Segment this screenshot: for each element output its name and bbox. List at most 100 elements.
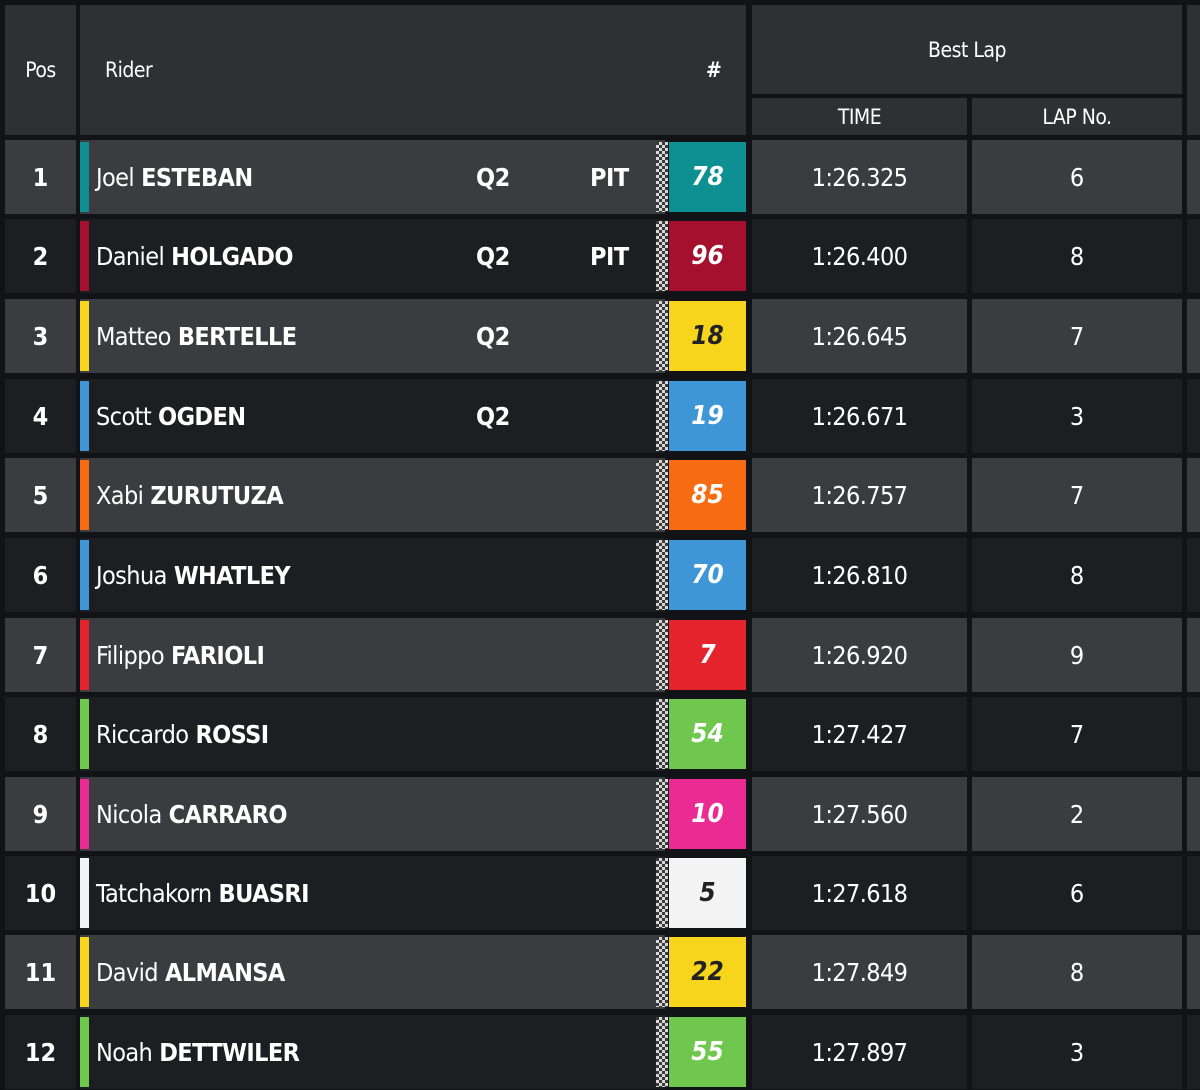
best-lap-number: 7	[1069, 480, 1085, 510]
checkered-flag-icon	[656, 221, 668, 291]
header-pos-label: Pos	[25, 58, 56, 82]
rider-name[interactable]: Nicola CARRARO	[96, 777, 287, 851]
rider-number-badge: 5	[669, 858, 746, 928]
best-lap-number: 6	[1069, 162, 1085, 192]
best-lap-number-cell: 8	[972, 219, 1182, 293]
position-value: 9	[32, 799, 49, 829]
position-cell: 12	[5, 1015, 76, 1089]
rider-cell: Nicola CARRARO	[80, 777, 665, 851]
table-row[interactable]: 8 Riccardo ROSSI 54 1:27.427 7	[0, 697, 1200, 771]
rider-cell: Tatchakorn BUASRI	[80, 856, 665, 930]
rider-name[interactable]: David ALMANSA	[96, 935, 285, 1009]
team-color-stripe	[80, 779, 89, 849]
rider-number-badge: 22	[669, 937, 746, 1007]
session-badge: Q2	[476, 321, 510, 351]
best-lap-number: 7	[1069, 719, 1085, 749]
rider-number-badge: 19	[669, 381, 746, 451]
best-lap-number: 2	[1069, 799, 1085, 829]
rider-name[interactable]: Daniel HOLGADO	[96, 219, 293, 293]
best-lap-number-cell: 7	[972, 458, 1182, 532]
table-row[interactable]: 5 Xabi ZURUTUZA 85 1:26.757 7	[0, 458, 1200, 532]
rider-last-name: ZURUTUZA	[150, 480, 284, 510]
table-row[interactable]: 9 Nicola CARRARO 10 1:27.560 2	[0, 777, 1200, 851]
best-lap-time-cell: 1:26.645	[752, 299, 967, 373]
header-pos: Pos	[5, 5, 76, 135]
best-lap-time-cell: 1:26.325	[752, 140, 967, 214]
team-color-stripe	[80, 1017, 89, 1087]
checkered-flag-icon	[656, 620, 668, 690]
header-rider: Rider #	[80, 5, 746, 135]
header-best-lap: Best Lap	[752, 5, 1182, 94]
rider-last-name: DETTWILER	[159, 1037, 300, 1067]
rider-name[interactable]: Matteo BERTELLE	[96, 299, 297, 373]
table-row[interactable]: 4 Scott OGDEN Q2 19 1:26.671 3	[0, 379, 1200, 453]
rider-number-badge: 7	[669, 620, 746, 690]
rider-name[interactable]: Joshua WHATLEY	[96, 538, 291, 612]
table-row[interactable]: 7 Filippo FARIOLI 7 1:26.920 9	[0, 618, 1200, 692]
rider-name[interactable]: Tatchakorn BUASRI	[96, 856, 309, 930]
best-lap-time: 1:26.645	[811, 321, 908, 351]
checkered-flag-icon	[656, 937, 668, 1007]
rider-first-name: Noah	[96, 1037, 153, 1067]
rider-first-name: Nicola	[96, 799, 162, 829]
position-cell: 2	[5, 219, 76, 293]
best-lap-number-cell: 9	[972, 618, 1182, 692]
row-tail	[1187, 538, 1200, 612]
best-lap-number: 7	[1069, 321, 1085, 351]
best-lap-time: 1:26.671	[811, 401, 908, 431]
rider-name[interactable]: Scott OGDEN	[96, 379, 246, 453]
best-lap-number-cell: 6	[972, 140, 1182, 214]
rider-last-name: OGDEN	[158, 401, 246, 431]
rider-cell: Daniel HOLGADO Q2 PIT	[80, 219, 665, 293]
team-color-stripe	[80, 540, 89, 610]
rider-name[interactable]: Riccardo ROSSI	[96, 697, 269, 771]
rider-cell: Xabi ZURUTUZA	[80, 458, 665, 532]
best-lap-time: 1:27.427	[811, 719, 908, 749]
table-row[interactable]: 1 Joel ESTEBAN Q2 PIT 78 1:26.325 6	[0, 140, 1200, 214]
rider-last-name: BERTELLE	[177, 321, 297, 351]
table-row[interactable]: 2 Daniel HOLGADO Q2 PIT 96 1:26.400 8	[0, 219, 1200, 293]
rider-last-name: ALMANSA	[164, 957, 285, 987]
table-row[interactable]: 3 Matteo BERTELLE Q2 18 1:26.645 7	[0, 299, 1200, 373]
best-lap-time: 1:27.560	[811, 799, 908, 829]
rider-name[interactable]: Noah DETTWILER	[96, 1015, 300, 1089]
rider-first-name: Joel	[96, 162, 135, 192]
best-lap-time: 1:27.897	[811, 1037, 908, 1067]
rider-last-name: WHATLEY	[173, 560, 291, 590]
position-cell: 1	[5, 140, 76, 214]
position-cell: 5	[5, 458, 76, 532]
row-tail	[1187, 140, 1200, 214]
team-color-stripe	[80, 221, 89, 291]
table-row[interactable]: 10 Tatchakorn BUASRI 5 1:27.618 6	[0, 856, 1200, 930]
rider-name[interactable]: Xabi ZURUTUZA	[96, 458, 284, 532]
rider-cell: Matteo BERTELLE Q2	[80, 299, 665, 373]
best-lap-number-cell: 2	[972, 777, 1182, 851]
best-lap-number: 8	[1069, 560, 1085, 590]
table-row[interactable]: 6 Joshua WHATLEY 70 1:26.810 8	[0, 538, 1200, 612]
rider-cell: Joshua WHATLEY	[80, 538, 665, 612]
position-value: 12	[24, 1037, 57, 1067]
position-value: 10	[24, 878, 57, 908]
rider-name[interactable]: Filippo FARIOLI	[96, 618, 265, 692]
checkered-flag-icon	[656, 540, 668, 610]
position-cell: 11	[5, 935, 76, 1009]
table-row[interactable]: 11 David ALMANSA 22 1:27.849 8	[0, 935, 1200, 1009]
position-value: 1	[32, 162, 49, 192]
rider-name[interactable]: Joel ESTEBAN	[96, 140, 253, 214]
best-lap-time: 1:26.920	[811, 640, 908, 670]
team-color-stripe	[80, 460, 89, 530]
position-value: 5	[32, 480, 49, 510]
position-value: 2	[32, 241, 49, 271]
best-lap-time: 1:27.618	[811, 878, 908, 908]
best-lap-time-cell: 1:26.671	[752, 379, 967, 453]
table-row[interactable]: 12 Noah DETTWILER 55 1:27.897 3	[0, 1015, 1200, 1089]
checkered-flag-icon	[656, 142, 668, 212]
row-tail	[1187, 379, 1200, 453]
session-badge: Q2	[476, 401, 510, 431]
header-lap-no: LAP No.	[972, 98, 1182, 135]
position-cell: 9	[5, 777, 76, 851]
best-lap-time-cell: 1:27.427	[752, 697, 967, 771]
row-tail	[1187, 458, 1200, 532]
best-lap-number: 8	[1069, 957, 1085, 987]
